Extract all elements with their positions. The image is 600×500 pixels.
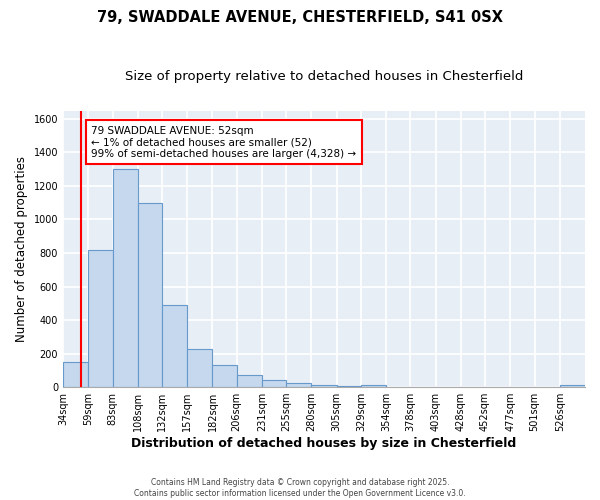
Bar: [113, 169, 138, 387]
Bar: [63, 362, 88, 387]
Text: 79, SWADDALE AVENUE, CHESTERFIELD, S41 0SX: 79, SWADDALE AVENUE, CHESTERFIELD, S41 0…: [97, 10, 503, 25]
Bar: [560, 385, 585, 387]
Bar: [286, 384, 311, 387]
Bar: [88, 250, 113, 387]
Text: Contains HM Land Registry data © Crown copyright and database right 2025.
Contai: Contains HM Land Registry data © Crown c…: [134, 478, 466, 498]
Y-axis label: Number of detached properties: Number of detached properties: [15, 156, 28, 342]
Bar: [138, 202, 162, 387]
Text: 79 SWADDALE AVENUE: 52sqm
← 1% of detached houses are smaller (52)
99% of semi-d: 79 SWADDALE AVENUE: 52sqm ← 1% of detach…: [91, 126, 356, 159]
Bar: [262, 380, 286, 387]
Bar: [535, 386, 560, 387]
X-axis label: Distribution of detached houses by size in Chesterfield: Distribution of detached houses by size …: [131, 437, 517, 450]
Bar: [187, 348, 212, 387]
Bar: [212, 366, 236, 387]
Bar: [236, 376, 262, 387]
Bar: [461, 386, 485, 387]
Bar: [361, 384, 386, 387]
Bar: [410, 386, 436, 387]
Bar: [436, 386, 461, 387]
Bar: [510, 386, 535, 387]
Bar: [311, 385, 337, 387]
Bar: [162, 305, 187, 387]
Bar: [386, 386, 410, 387]
Bar: [485, 386, 510, 387]
Title: Size of property relative to detached houses in Chesterfield: Size of property relative to detached ho…: [125, 70, 523, 83]
Bar: [337, 386, 361, 387]
